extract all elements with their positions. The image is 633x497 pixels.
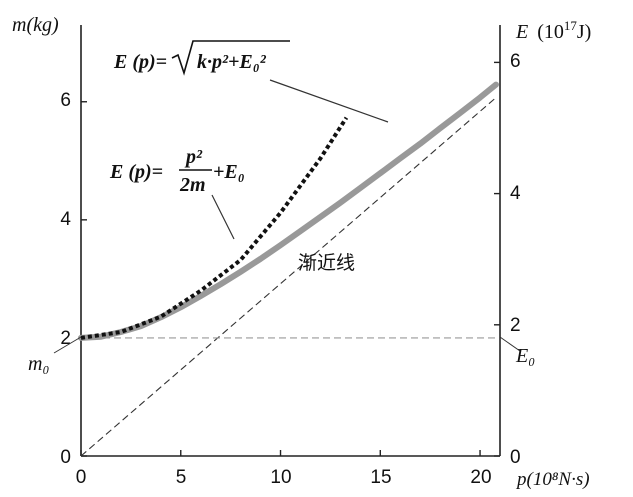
right-tick-label: 4	[510, 183, 521, 204]
series-line-classical	[80, 116, 349, 340]
right-axis-label: E (1017J)	[515, 18, 591, 43]
frac-numerator: p²	[184, 146, 203, 168]
left-tick-label: 6	[60, 90, 71, 111]
asymptote-label: 渐近线	[298, 252, 355, 274]
series-layer	[78, 81, 499, 457]
m0-label: m₀	[28, 353, 49, 375]
axis-ticks	[80, 61, 500, 457]
x-tick-label: 15	[370, 467, 391, 488]
sqrt-formula-leader	[269, 79, 389, 123]
sqrt-radical-sign	[171, 40, 290, 76]
right-tick-label: 2	[510, 315, 521, 336]
sqrt-formula-lhs: E (p)=	[113, 51, 167, 73]
x-tick-label: 0	[76, 467, 87, 488]
series-line-asymptote	[80, 97, 497, 457]
x-axis-label: p(10⁸N·s)	[515, 469, 590, 490]
frac-formula-lhs: E (p)=	[109, 161, 163, 183]
left-tick-label: 0	[60, 447, 71, 468]
sqrt-formula-body: k·p²+E₀²	[197, 51, 267, 73]
series-line-sqrt	[78, 81, 499, 341]
left-axis-label: m(kg)	[12, 14, 59, 36]
left-tick-label: 2	[60, 328, 71, 349]
e0-label: E₀	[515, 345, 535, 367]
left-tick-label: 4	[60, 209, 71, 230]
right-tick-label: 6	[510, 51, 521, 72]
right-tick-label: 0	[510, 447, 521, 468]
x-tick-label: 10	[270, 467, 291, 488]
frac-denominator: 2m	[179, 174, 206, 196]
frac-rhs: +E₀	[213, 161, 245, 183]
x-tick-label: 20	[470, 467, 491, 488]
x-tick-label: 5	[176, 467, 187, 488]
frac-formula-leader	[211, 194, 235, 240]
e0-leader-line	[499, 336, 521, 352]
m0-leader-line	[53, 336, 82, 354]
